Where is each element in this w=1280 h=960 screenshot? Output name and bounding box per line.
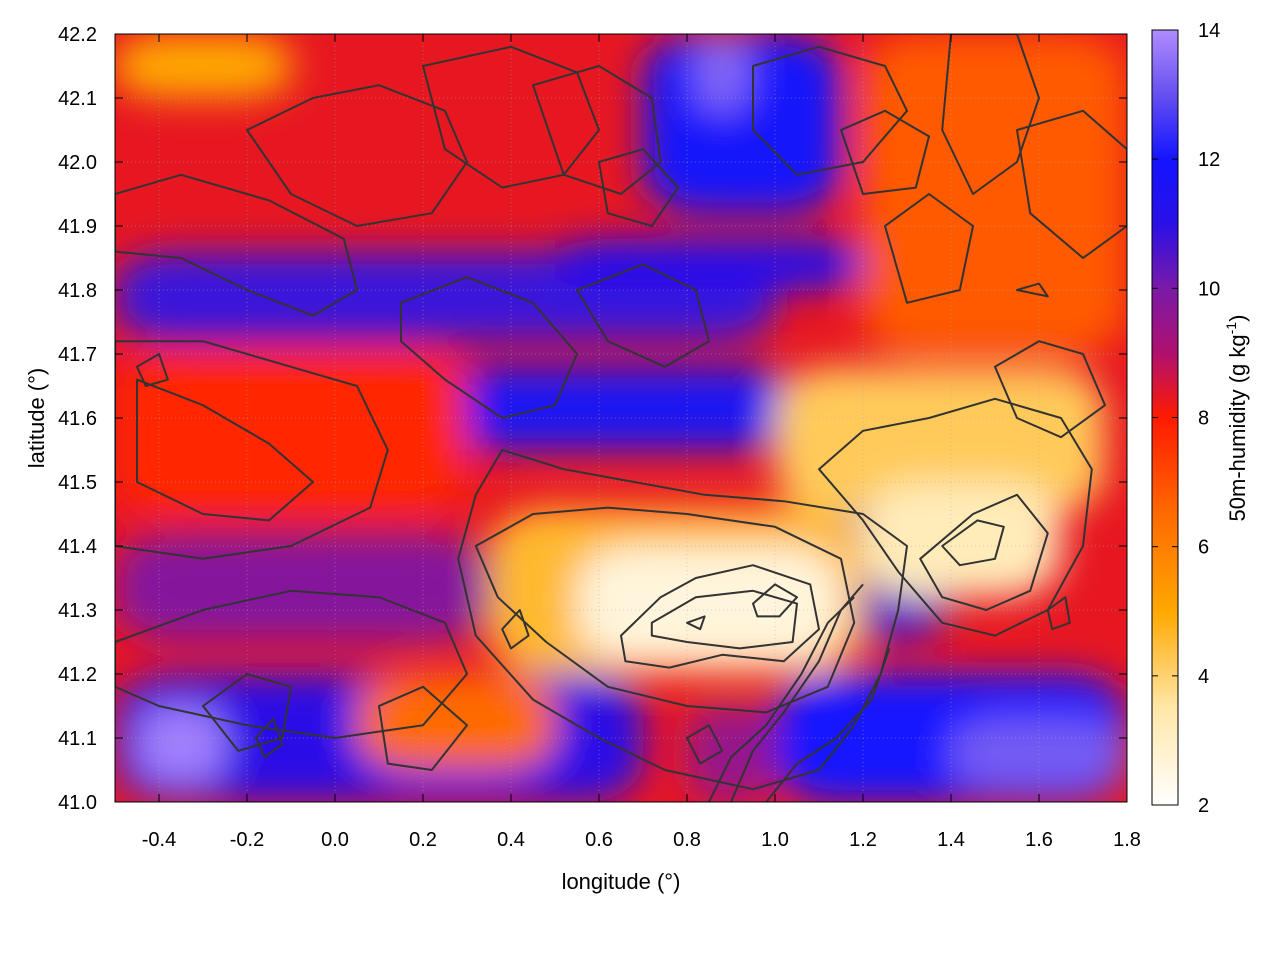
contour-line [884,193,974,304]
colorbar-tick-label: 12 [1198,149,1220,171]
contour-line [1046,596,1071,631]
humidity-region [687,706,775,802]
x-axis-title: longitude (°) [562,869,681,894]
contour-line [818,397,1093,637]
colorbar-tick-label: 6 [1198,537,1209,559]
contour-line [919,493,1049,611]
humidity-region [137,706,225,783]
x-tick-label: 1.0 [761,829,789,851]
contour-line [115,589,468,739]
colorbar-title-main: 50m-humidity (g kg [1225,334,1250,521]
contour-line [501,609,530,650]
x-tick-label: -0.2 [230,829,264,851]
contour-line [620,564,820,669]
colorbar: 2 4 6 8 10 12 14 50m-humidity (g kg-1) [1151,20,1250,817]
colorbar-tick-label: 2 [1198,795,1209,817]
y-tick-label: 41.0 [58,792,97,814]
y-tick-label: 41.7 [58,344,97,366]
x-tick-label: 0.8 [673,829,701,851]
contour-line [246,84,468,227]
x-tick-label: -0.4 [142,829,176,851]
contour-line [400,276,578,419]
contour-line [1016,109,1127,259]
contour-line [532,65,662,195]
contour-line [650,589,798,650]
humidity-region [863,482,1061,598]
contour-lines [115,34,1127,802]
contour-line [686,724,724,765]
contour-line [254,717,284,759]
y-tick-label: 41.8 [58,280,97,302]
contour-line [1016,282,1049,298]
x-tick-label: 1.4 [937,829,965,851]
contour-line [378,685,468,771]
humidity-region [115,34,291,98]
contour-line [474,506,856,714]
humidity-region [115,354,467,514]
y-tick-label: 41.2 [58,664,97,686]
x-tick-label: 1.6 [1025,829,1053,851]
x-tick-label: 1.2 [849,829,877,851]
contour-line [994,340,1106,439]
colorbar-title: 50m-humidity (g kg-1) [1223,315,1250,522]
y-tick-label: 42.0 [58,152,97,174]
y-tick-label: 41.3 [58,600,97,622]
colorbar-tick-label: 10 [1198,278,1220,300]
colorbar-tick-label: 14 [1198,20,1220,42]
humidity-region [775,366,1105,514]
humidity-region [555,238,863,290]
y-tick-label: 41.9 [58,216,97,238]
humidity-region [357,674,555,770]
x-tick-label: 0.2 [409,829,437,851]
grid-lines [115,34,1127,802]
colorbar-tick-label: 4 [1198,666,1209,688]
x-axis: -0.4 -0.2 0.0 0.2 0.4 0.6 0.8 1.0 1.2 1.4 1.6 1.8 [142,34,1141,851]
contour-line [598,148,680,227]
y-tick-label: 42.2 [58,24,97,46]
y-axis-title: latitude (°) [24,368,49,469]
colorbar-ticks: 2 4 6 8 10 12 14 [1152,20,1220,817]
y-tick-label: 42.1 [58,88,97,110]
humidity-region [863,34,1127,354]
humidity-region [115,533,489,642]
y-tick-label: 41.1 [58,728,97,750]
contour-line [752,45,908,176]
contour-line [115,340,389,560]
contour-line [941,519,1005,567]
contour-line [941,34,1040,195]
contour-line [115,173,358,317]
contour-line [686,615,706,631]
humidity-region [423,366,797,450]
contour-line [840,109,930,195]
contour-line [752,583,798,618]
y-tick-label: 41.5 [58,472,97,494]
y-axis: 41.0 41.1 41.2 41.3 41.4 41.5 41.6 41.7 41.8 41.9… [58,24,1127,814]
colorbar-tick-label: 8 [1198,408,1209,430]
contour-line [136,353,169,387]
colorbar-title-end: ) [1225,315,1250,322]
x-tick-label: 0.0 [321,829,349,851]
contour-line [202,673,292,752]
x-tick-label: 0.6 [585,829,613,851]
humidity-region [695,34,749,111]
colorbar-title-sup: -1 [1223,322,1239,335]
x-tick-label: 1.8 [1113,829,1141,851]
x-tick-label: 0.4 [497,829,525,851]
contour-line [422,45,600,189]
y-tick-label: 41.6 [58,408,97,430]
y-tick-label: 41.4 [58,536,97,558]
contour-line [708,596,855,802]
contour-line [136,378,314,522]
contour-line [576,263,710,368]
contour-line [765,648,891,802]
contour-line [457,449,908,791]
